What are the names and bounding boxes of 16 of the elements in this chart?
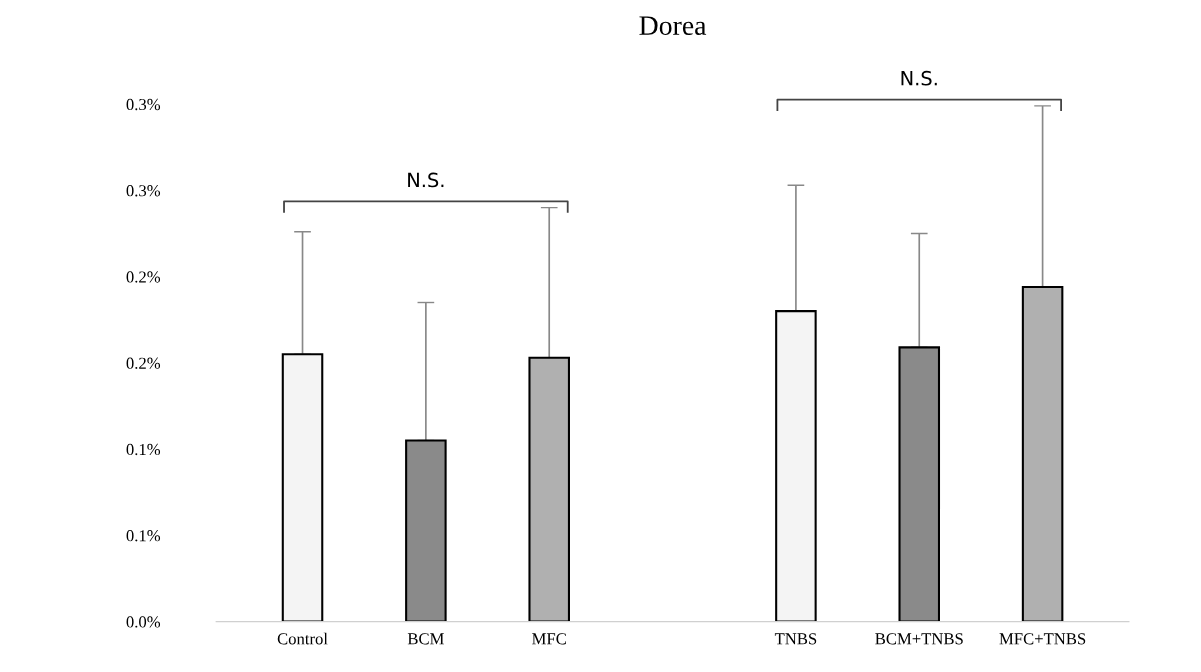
x-tick-label: Control (277, 632, 328, 645)
y-tick-label: 0.1% (126, 443, 161, 456)
x-tick-label: TNBS (774, 633, 817, 645)
y-tick-label: 0.3% (126, 185, 161, 197)
x-tick-label: BCM (407, 633, 444, 645)
annotation: N.S. (408, 172, 444, 188)
y-tick-label: 0.0% (126, 616, 161, 628)
y-tick-label: 0.3% (126, 98, 161, 111)
x-tick-label: BCM+TNBS (875, 633, 963, 645)
y-tick-label: 0.2% (126, 357, 161, 369)
x-tick-label: MFC (532, 633, 566, 645)
chart-title: Dorea (639, 16, 707, 35)
text: N.S. (901, 70, 937, 86)
y-tick-label: 0.2% (126, 271, 161, 283)
x-tick-label: MFC+TNBS (999, 633, 1086, 645)
y-tick-label: 0.1% (126, 530, 161, 542)
